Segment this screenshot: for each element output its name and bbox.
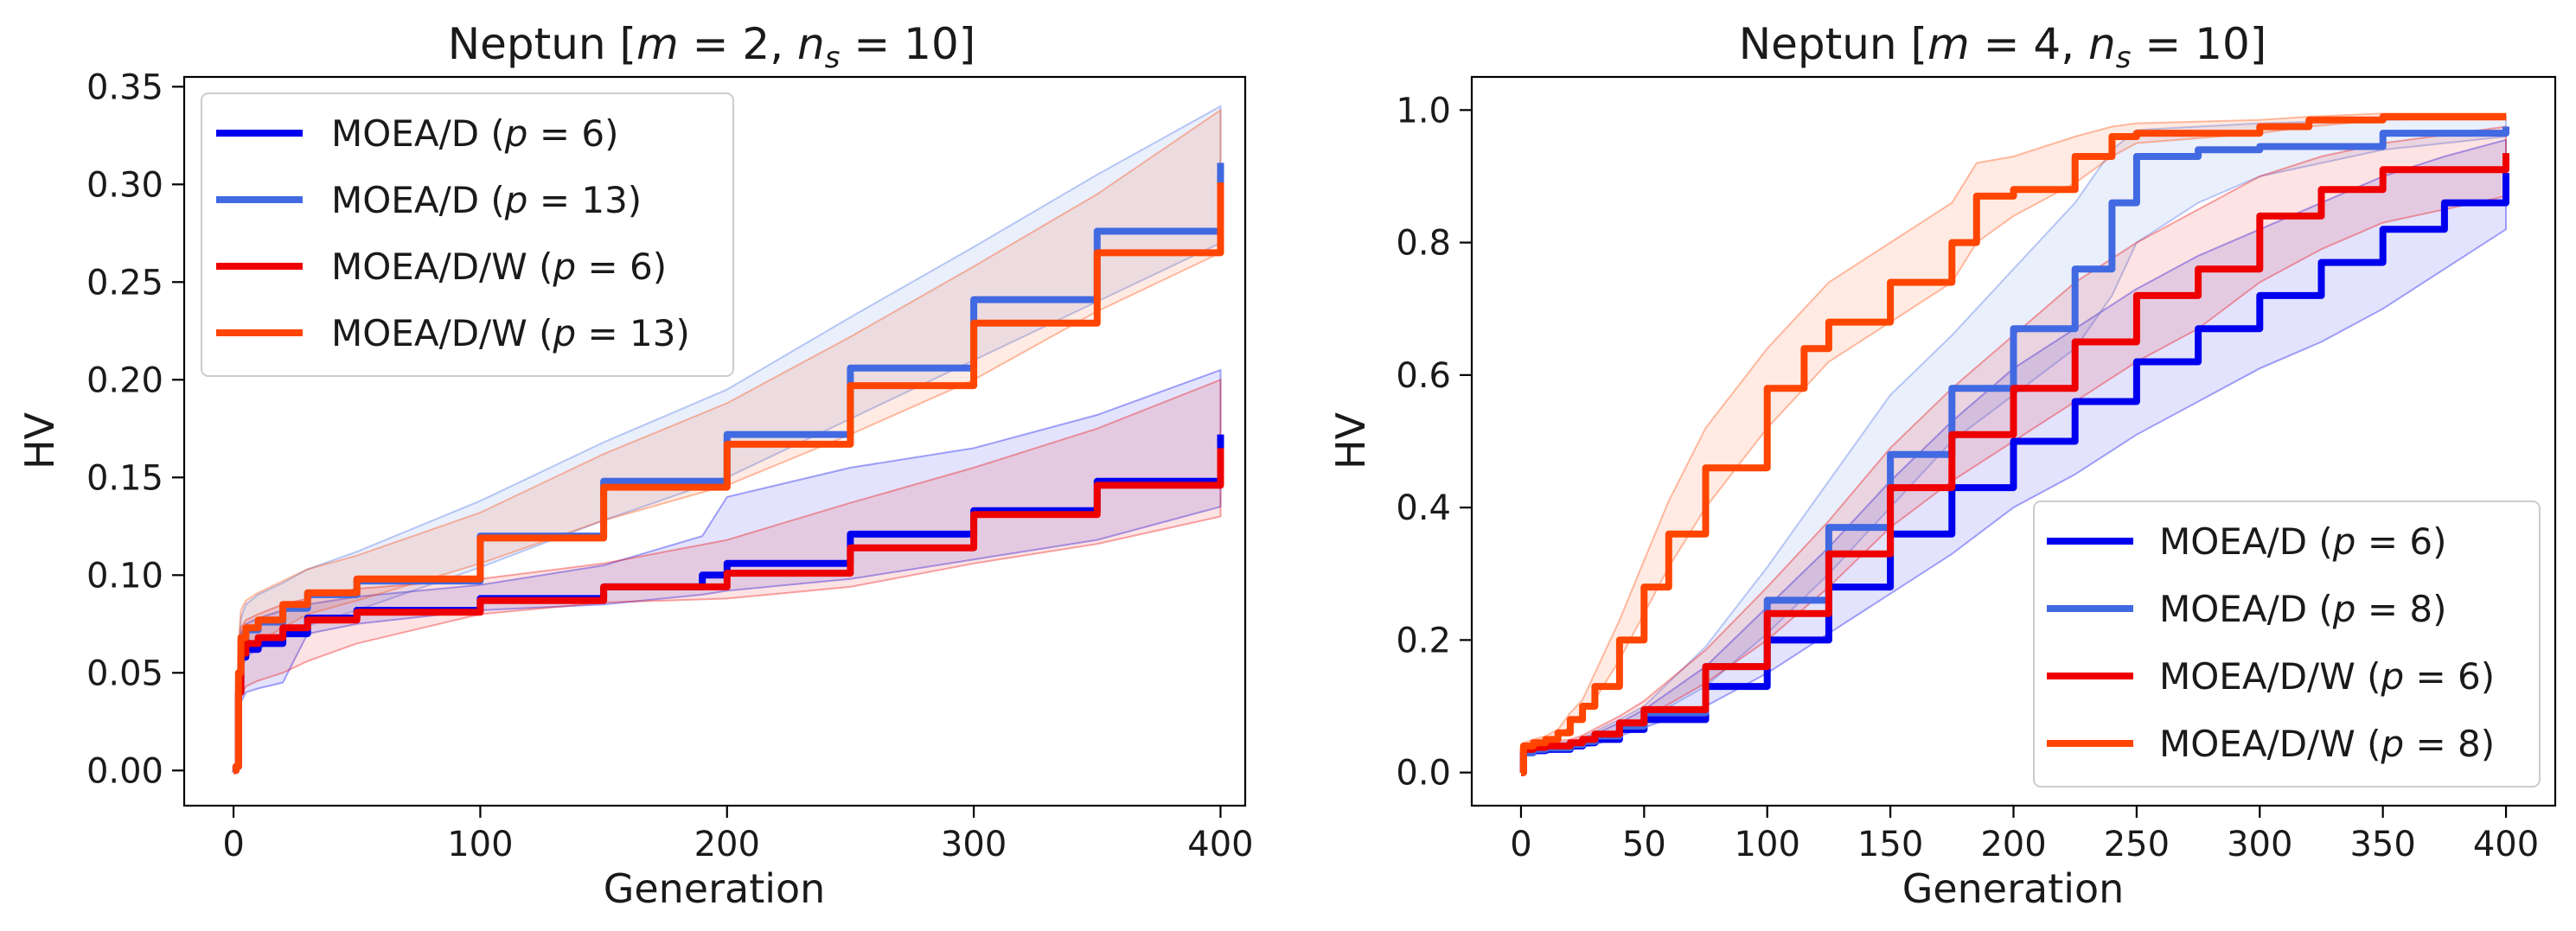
chart-left-y-tick-label: 0.10 — [86, 556, 163, 596]
chart-right: Neptun [m = 4, ns = 10] 0 50 100 150 200 250 3… — [1327, 19, 2557, 912]
chart-right-x-tick-label: 50 — [1622, 825, 1666, 864]
chart-left-y-tick-label: 0.20 — [86, 360, 163, 400]
chart-right-y-tick-label: 0.6 — [1396, 356, 1451, 396]
chart-left-y-tick-label: 0.05 — [86, 654, 163, 693]
chart-right-line-series-4 — [1519, 113, 2506, 776]
chart-left-y-tick-label: 0.25 — [86, 263, 163, 303]
chart-right-y-axis-label: HV — [1327, 411, 1374, 469]
chart-right-line-series-3 — [1519, 153, 2509, 776]
chart-left-x-tick-label: 300 — [941, 825, 1007, 864]
chart-right-y-tick-label: 0.2 — [1396, 621, 1451, 660]
chart-left-y-axis-label: HV — [16, 411, 63, 469]
chart-right-legend-label-2: MOEA/D (p = 8) — [2159, 588, 2446, 630]
chart-right-y-tick-label: 1.0 — [1396, 91, 1451, 131]
chart-left-y-ticks: 0.00 0.05 0.10 0.15 0.20 0.25 0.30 0.35 — [86, 67, 184, 791]
chart-right-x-ticks: 0 50 100 150 200 250 300 350 400 — [1510, 806, 2539, 864]
chart-left-series-lines — [232, 163, 1224, 775]
chart-right-legend-label-1: MOEA/D (p = 6) — [2159, 520, 2446, 563]
chart-right-x-tick-label: 350 — [2349, 825, 2415, 864]
chart-left-y-tick-label: 0.30 — [86, 165, 163, 205]
chart-right-x-tick-label: 300 — [2227, 825, 2292, 864]
chart-right-legend-label-4: MOEA/D/W (p = 8) — [2159, 723, 2495, 765]
chart-left-x-tick-label: 400 — [1187, 825, 1253, 864]
chart-left-title: Neptun [m = 2, ns = 10] — [448, 19, 976, 75]
chart-left-legend-box — [201, 92, 734, 377]
chart-right-x-tick-label: 250 — [2104, 825, 2170, 864]
chart-left-legend-label-1: MOEA/D (p = 6) — [331, 112, 618, 155]
chart-right-title: Neptun [m = 4, ns = 10] — [1739, 19, 2267, 75]
chart-left-y-tick-label: 0.00 — [86, 751, 163, 791]
chart-right-x-tick-label: 400 — [2473, 825, 2539, 864]
chart-left-legend: MOEA/D (p = 6) MOEA/D (p = 13) MOEA/D/W (p… — [201, 92, 734, 377]
chart-left-x-ticks: 0 100 200 300 400 — [222, 806, 1254, 864]
chart-right-series-lines — [1519, 113, 2509, 776]
chart-right-x-axis-label: Generation — [1902, 865, 2125, 912]
chart-right-legend-label-3: MOEA/D/W (p = 6) — [2159, 655, 2495, 698]
chart-left-x-tick-label: 200 — [694, 825, 760, 864]
chart-left-y-tick-label: 0.15 — [86, 458, 163, 498]
chart-right-y-tick-label: 0.4 — [1396, 488, 1451, 528]
chart-left-line-series-4 — [232, 182, 1224, 775]
chart-left-x-tick-label: 100 — [447, 825, 513, 864]
chart-left-x-axis-label: Generation — [604, 865, 826, 912]
chart-right-y-ticks: 0.0 0.2 0.4 0.6 0.8 1.0 — [1396, 91, 1472, 794]
chart-right-x-tick-label: 200 — [1980, 825, 2046, 864]
chart-right-x-tick-label: 150 — [1857, 825, 1923, 864]
chart-right-y-tick-label: 0.8 — [1396, 224, 1451, 264]
chart-right-x-tick-label: 100 — [1735, 825, 1800, 864]
chart-left: Neptun [m = 2, ns = 10] 0 100 200 300 400 0.… — [16, 19, 1254, 912]
chart-left-x-tick-label: 0 — [222, 825, 244, 864]
chart-left-legend-label-3: MOEA/D/W (p = 6) — [331, 246, 667, 288]
chart-left-plot-frame — [182, 75, 1247, 807]
chart-right-legend: MOEA/D (p = 6) MOEA/D (p = 8) MOEA/D/W (p … — [2033, 501, 2541, 788]
chart-left-legend-label-4: MOEA/D/W (p = 13) — [331, 312, 690, 354]
chart-right-legend-box — [2033, 501, 2541, 788]
chart-left-legend-label-2: MOEA/D (p = 13) — [331, 179, 642, 221]
chart-right-x-tick-label: 0 — [1510, 825, 1531, 864]
chart-left-y-tick-label: 0.35 — [86, 67, 163, 107]
chart-right-y-tick-label: 0.0 — [1396, 754, 1451, 794]
